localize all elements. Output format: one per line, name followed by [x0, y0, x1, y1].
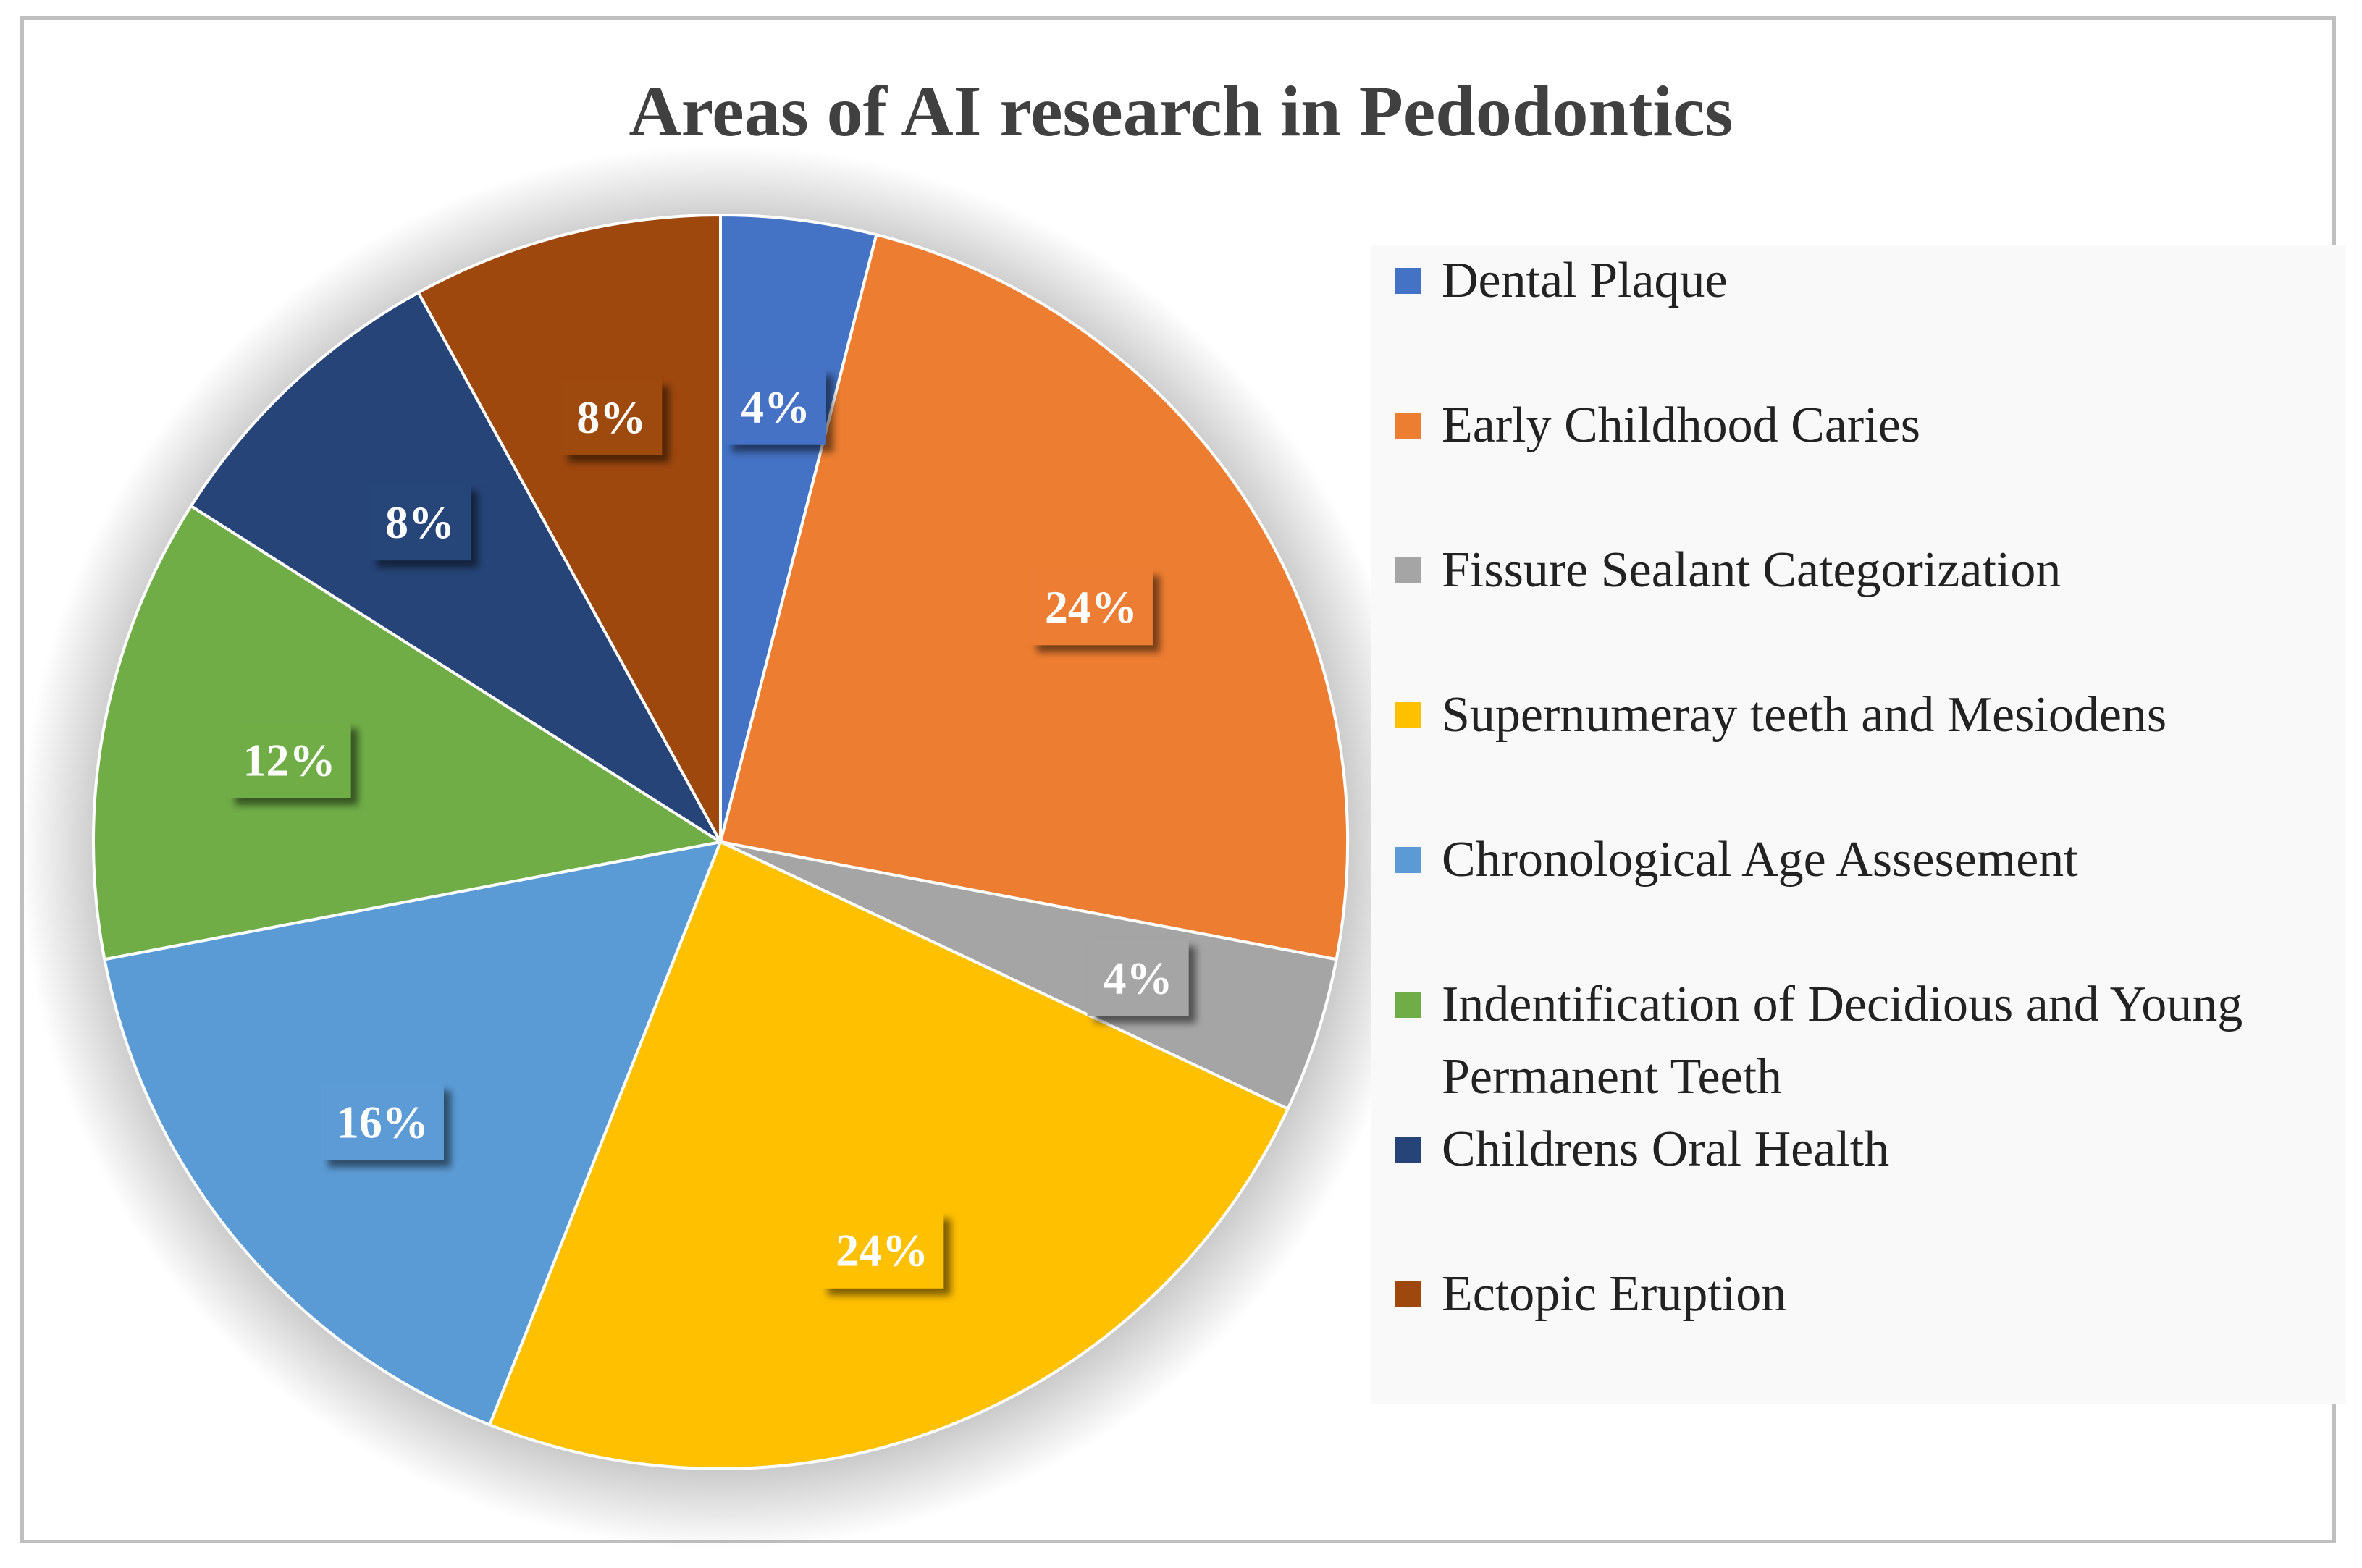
data-label-box [820, 1211, 944, 1289]
data-label-text: 12% [243, 734, 336, 785]
pie-slice-childrens-oral-health [189, 290, 722, 843]
legend-label: Early Childhood Caries [1442, 397, 1921, 453]
data-label-text: 16% [336, 1096, 429, 1147]
data-label-box [560, 378, 663, 455]
legend-item-ectopic-eruption: Ectopic Eruption [1395, 1258, 2332, 1331]
data-label-box [320, 1083, 444, 1160]
legend-label: Indentification of Decidious and Young P… [1442, 977, 2243, 1105]
data-label-dental-plaque: 4% [724, 368, 826, 445]
legend-label: Childrens Oral Health [1442, 1121, 1890, 1177]
data-label-text: 4% [1104, 952, 1173, 1003]
legend-swatch [1395, 413, 1421, 439]
legend-label: Ectopic Eruption [1442, 1266, 1787, 1322]
data-label-box [1029, 568, 1153, 646]
legend-item-supernumeray-teeth-and-mesiodens: Supernumeray teeth and Mesiodens [1395, 679, 2332, 751]
legend-item-childrens-oral-health: Childrens Oral Health [1395, 1113, 2332, 1186]
legend-swatch [1395, 992, 1421, 1018]
legend-swatch [1395, 702, 1421, 728]
legend-item-dental-plaque: Dental Plaque [1395, 245, 2332, 317]
chart-title: Areas of AI research in Pedodontics [629, 71, 1733, 151]
legend-swatch [1395, 1137, 1421, 1163]
legend-item-early-childhood-caries: Early Childhood Caries [1395, 389, 2332, 462]
data-label-text: 24% [1045, 581, 1138, 633]
legend-item-chronological-age-assesement: Chronological Age Assesement [1395, 824, 2332, 896]
legend-swatch [1395, 1281, 1421, 1307]
data-label-text: 8% [385, 497, 455, 548]
data-label-chronological-age-assesement: 16% [320, 1083, 444, 1160]
legend-label: Chronological Age Assesement [1442, 832, 2078, 888]
data-label-box [369, 484, 471, 561]
legend-swatch [1395, 268, 1421, 294]
legend-swatch [1395, 847, 1421, 873]
data-label-text: 8% [576, 392, 646, 443]
legend: Dental Plaque Early Childhood Caries Fissu… [1371, 245, 2346, 1404]
data-label-ectopic-eruption: 8% [560, 378, 663, 455]
pie-slice-supernumeray-teeth-and-mesiodens [487, 840, 1290, 1470]
legend-item-fissure-sealant-categorization: Fissure Sealant Categorization [1395, 534, 2332, 607]
legend-swatch [1395, 557, 1421, 583]
legend-label: Fissure Sealant Categorization [1442, 542, 2062, 598]
data-label-box [724, 368, 826, 445]
data-label-supernumeray-teeth-and-mesiodens: 24% [820, 1211, 944, 1289]
data-label-text: 4% [741, 382, 810, 433]
data-label-box [1087, 939, 1189, 1016]
legend-label: Dental Plaque [1442, 253, 1728, 308]
data-label-childrens-oral-health: 8% [369, 484, 471, 561]
pie-slice-fissure-sealant-categorization [720, 840, 1338, 1111]
pie-slice-ectopic-eruption [416, 213, 722, 843]
legend-label: Supernumeray teeth and Mesiodens [1442, 687, 2167, 743]
data-label-text: 24% [836, 1225, 928, 1276]
legend-item-indentification-of-decidious-and-young-permanent-teeth: Indentification of Decidious and Young P… [1395, 969, 2332, 1113]
pie-slice-indentification-of-decidious-and-young-permanent-teeth [92, 504, 725, 961]
data-label-indentification-of-decidious-and-young-permanent-teeth: 12% [227, 721, 351, 798]
data-label-fissure-sealant-categorization: 4% [1087, 939, 1189, 1016]
data-label-early-childhood-caries: 24% [1029, 568, 1153, 646]
data-label-box [227, 721, 351, 798]
